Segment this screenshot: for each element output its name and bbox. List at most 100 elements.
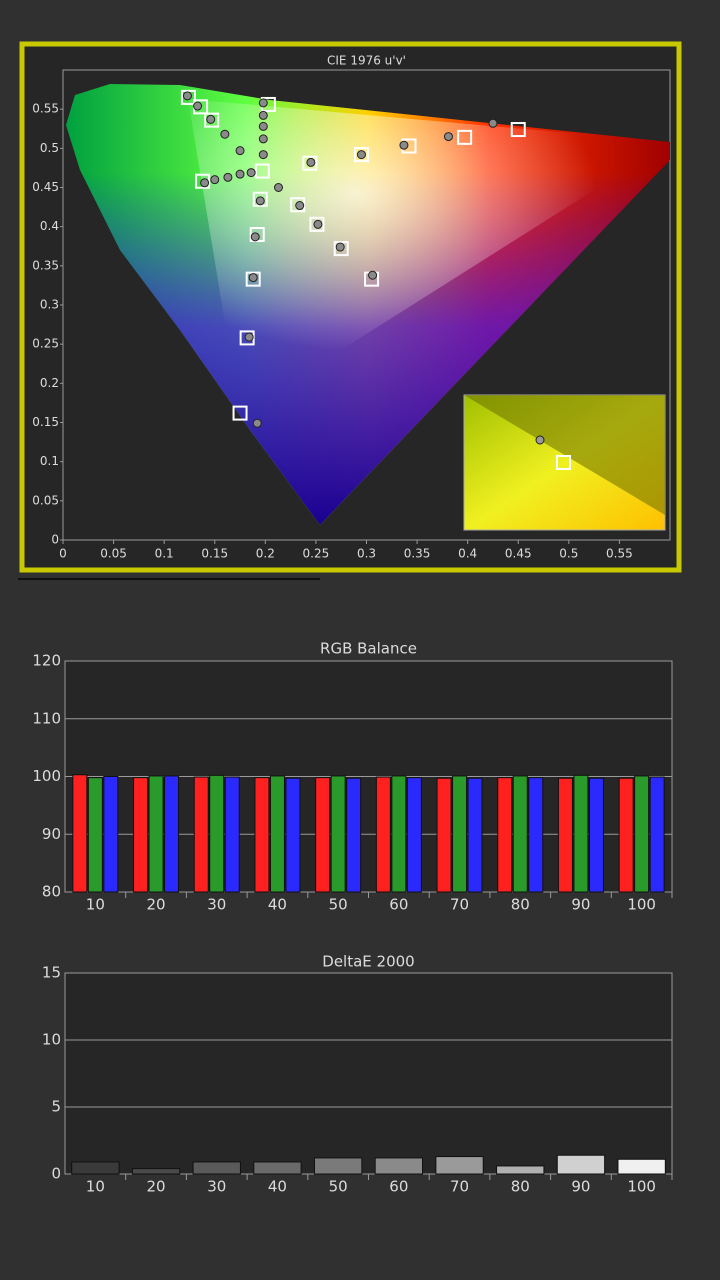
bar	[452, 775, 468, 893]
plot-area	[64, 972, 673, 1175]
target-point	[195, 173, 211, 189]
measured-point	[335, 242, 345, 252]
y-tick-label: 120	[32, 652, 61, 670]
x-tick-label: 0.55	[606, 547, 633, 561]
x-tick-label: 100	[627, 896, 656, 914]
measured-point	[220, 129, 230, 139]
x-tick-label: 0.15	[201, 547, 228, 561]
y-tick-label: 0.1	[40, 454, 59, 468]
bar	[315, 777, 331, 893]
inset-target	[556, 455, 571, 470]
x-tick-label: 10	[86, 896, 105, 914]
x-tick-label: 90	[571, 896, 590, 914]
bar	[254, 777, 270, 893]
measured-point	[235, 169, 245, 179]
y-tick-label: 15	[42, 964, 61, 982]
measured-point	[223, 172, 233, 182]
x-tick-label: 0.2	[256, 547, 275, 561]
chart-title: RGB Balance	[320, 640, 417, 658]
y-tick-label: 0.4	[40, 219, 59, 233]
measured-point	[306, 157, 316, 167]
measured-point	[295, 201, 305, 211]
x-tick-label: 0.4	[458, 547, 477, 561]
measured-point	[252, 418, 262, 428]
x-tick-label: 40	[268, 896, 287, 914]
bar	[618, 777, 634, 893]
bar	[435, 1156, 484, 1175]
measured-point	[210, 175, 220, 185]
x-tick-label: 0.3	[357, 547, 376, 561]
measured-point	[313, 219, 323, 229]
bar	[253, 1161, 302, 1175]
target-point	[204, 112, 220, 128]
bar	[71, 1161, 120, 1175]
bar	[131, 1168, 181, 1175]
y-tick-label: 10	[42, 1031, 61, 1049]
x-tick-label: 90	[571, 1178, 590, 1196]
x-tick-label: 80	[511, 1178, 530, 1196]
target-point	[290, 197, 306, 213]
measured-point	[255, 196, 265, 206]
target-point	[302, 155, 318, 171]
y-tick-label: 100	[32, 767, 61, 785]
x-tick-label: 0	[59, 547, 67, 561]
y-tick-label: 0.45	[32, 180, 59, 194]
measured-point	[206, 114, 216, 124]
target-point	[252, 191, 268, 207]
bar	[193, 776, 209, 893]
bar	[391, 775, 407, 893]
y-tick-label: 80	[42, 883, 61, 901]
measured-point	[258, 110, 268, 120]
target-point	[180, 89, 196, 105]
x-tick-label: 70	[450, 1178, 469, 1196]
y-tick-label: 0.05	[32, 493, 59, 507]
chart-title: DeltaE 2000	[322, 953, 414, 971]
x-tick-label: 30	[207, 896, 226, 914]
bar	[406, 777, 422, 893]
target-point	[333, 241, 349, 257]
y-tick-label: 110	[32, 709, 61, 727]
x-tick-label: 80	[511, 896, 530, 914]
measured-point	[399, 140, 409, 150]
target-point	[510, 122, 526, 138]
bar	[374, 1157, 424, 1175]
x-tick-label: 70	[450, 896, 469, 914]
x-tick-label: 0.05	[100, 547, 127, 561]
x-tick-label: 100	[627, 1178, 656, 1196]
y-tick-label: 90	[42, 825, 61, 843]
x-tick-label: 60	[389, 1178, 408, 1196]
target-point	[245, 271, 261, 287]
gamut	[66, 84, 670, 525]
measured-point	[356, 150, 366, 160]
y-tick-label: 0.15	[32, 415, 59, 429]
y-tick-label: 5	[51, 1098, 61, 1116]
y-tick-label: 0.3	[40, 298, 59, 312]
bar	[573, 774, 589, 893]
bar	[467, 777, 483, 893]
bar	[224, 776, 240, 893]
bar	[375, 776, 391, 893]
x-tick-label: 10	[86, 1178, 105, 1196]
measured-point	[368, 270, 378, 280]
y-tick-label: 0.35	[32, 258, 59, 272]
measured-point	[258, 134, 268, 144]
x-tick-label: 50	[329, 1178, 348, 1196]
bar	[496, 1165, 545, 1175]
x-tick-label: 0.25	[303, 547, 330, 561]
bar	[313, 1157, 363, 1175]
bar	[164, 775, 180, 893]
x-tick-label: 20	[147, 1178, 166, 1196]
bar	[87, 777, 103, 893]
x-tick-label: 60	[389, 896, 408, 914]
bar	[588, 777, 604, 893]
x-tick-label: 0.5	[559, 547, 578, 561]
x-tick-label: 0.1	[155, 547, 174, 561]
measured-point	[246, 168, 256, 178]
measured-point	[258, 98, 268, 108]
measured-point	[250, 232, 260, 242]
bar	[528, 777, 544, 893]
bar	[346, 777, 362, 893]
y-tick-label: 0.5	[40, 141, 59, 155]
measured-point	[258, 150, 268, 160]
